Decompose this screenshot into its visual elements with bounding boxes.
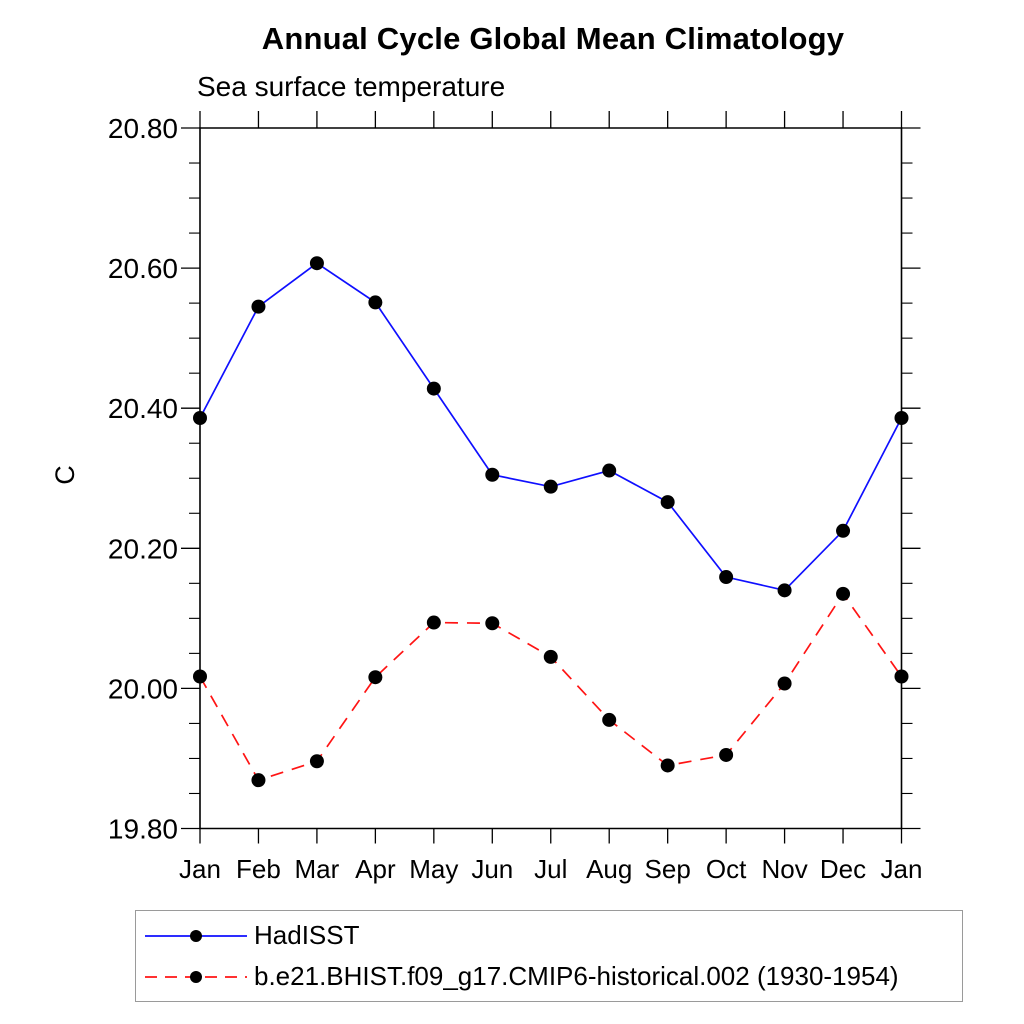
data-point-marker xyxy=(836,523,851,538)
x-tick-label: Oct xyxy=(706,854,747,884)
data-point-marker xyxy=(426,381,441,396)
x-tick-label: Jul xyxy=(534,854,567,884)
data-point-marker xyxy=(426,615,441,630)
data-point-marker xyxy=(251,773,266,788)
data-point-marker xyxy=(368,295,383,310)
plot-border xyxy=(199,127,903,830)
data-point-marker xyxy=(777,676,792,691)
x-tick-label: Apr xyxy=(355,854,396,884)
data-point-marker xyxy=(193,669,207,684)
x-tick-label: Sep xyxy=(645,854,691,884)
y-tick-label: 20.40 xyxy=(108,393,178,424)
data-point-marker xyxy=(543,649,558,664)
legend-item-cmip6-historical: b.e21.BHIST.f09_g17.CMIP6-historical.002… xyxy=(143,956,962,997)
legend-line-sample-cmip6-historical xyxy=(145,970,247,983)
legend-sample-marker xyxy=(190,970,202,983)
x-tick-label: Feb xyxy=(236,854,281,884)
data-point-marker xyxy=(251,299,266,314)
data-point-marker xyxy=(660,758,675,773)
legend-item-hadisst: HadISST xyxy=(143,915,962,956)
data-point-marker xyxy=(368,670,383,685)
x-tick-label: Jan xyxy=(179,854,221,884)
x-tick-label: Mar xyxy=(295,854,340,884)
x-tick-label: Jun xyxy=(471,854,513,884)
y-tick-label: 20.60 xyxy=(108,253,178,284)
y-tick-label: 20.80 xyxy=(108,113,178,144)
legend-label-cmip6-historical: b.e21.BHIST.f09_g17.CMIP6-historical.002… xyxy=(254,961,899,991)
data-point-marker xyxy=(660,495,675,510)
data-point-marker xyxy=(193,411,207,426)
x-tick-label: Dec xyxy=(820,854,866,884)
chart-title: Annual Cycle Global Mean Climatology xyxy=(261,21,845,56)
data-point-marker xyxy=(309,256,324,271)
x-tick-label: Jan xyxy=(881,854,923,884)
data-point-marker xyxy=(485,616,500,631)
data-point-marker xyxy=(485,467,500,482)
data-point-marker xyxy=(894,411,909,426)
x-tick-label: Aug xyxy=(586,854,632,884)
data-point-marker xyxy=(309,754,324,769)
x-tick-label: May xyxy=(409,854,458,884)
series-line-1 xyxy=(199,592,903,782)
legend-label-hadisst: HadISST xyxy=(254,920,360,950)
chart-subtitle: Sea surface temperature xyxy=(197,71,506,102)
data-point-marker xyxy=(602,463,617,478)
data-point-marker xyxy=(719,570,734,585)
legend: HadISST b.e21.BHIST.f09_g17.CMIP6-histor… xyxy=(135,910,963,1002)
y-tick-label: 20.00 xyxy=(108,673,178,704)
series-line-0 xyxy=(199,262,903,592)
legend-line-sample-hadisst xyxy=(145,929,247,942)
y-tick-label: 19.80 xyxy=(108,814,178,845)
data-point-marker xyxy=(894,669,909,684)
legend-sample-marker xyxy=(190,929,202,942)
data-point-marker xyxy=(777,583,792,598)
y-tick-label: 20.20 xyxy=(108,533,178,564)
data-point-marker xyxy=(602,712,617,727)
data-point-marker xyxy=(543,479,558,494)
data-point-marker xyxy=(836,586,851,601)
x-tick-label: Nov xyxy=(761,854,807,884)
data-point-marker xyxy=(719,747,734,762)
